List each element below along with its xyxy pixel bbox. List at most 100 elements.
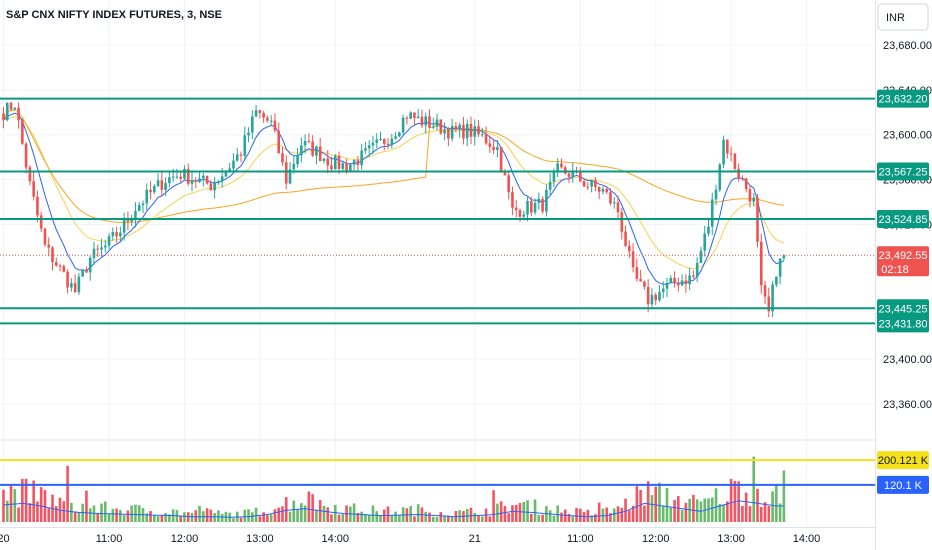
volume-bar — [616, 506, 620, 522]
candle-body — [47, 244, 51, 248]
volume-bar — [24, 478, 28, 522]
volume-bar — [409, 505, 412, 522]
volume-bar — [552, 515, 556, 522]
volume-bar — [284, 497, 288, 522]
candle-body — [416, 116, 420, 119]
candle-body — [469, 123, 473, 137]
volume-bar — [386, 506, 390, 522]
time-axis[interactable]: 20 11:00 12:00 13:00 14:00 21 11:00 12:00 13:00 1… — [0, 533, 932, 545]
candle-body — [518, 210, 522, 217]
candle-body — [205, 175, 209, 184]
candle-body — [217, 181, 220, 184]
volume-bar — [88, 508, 92, 522]
volume-bar — [586, 509, 590, 522]
volume-bar — [160, 515, 164, 522]
candle-body — [85, 270, 88, 273]
candle-body — [443, 129, 446, 134]
candle-body — [235, 154, 239, 161]
candle-body — [337, 155, 341, 169]
volume-bar — [567, 513, 571, 522]
volume-levels[interactable] — [0, 459, 875, 486]
candle-body — [92, 248, 96, 258]
candle-body — [631, 251, 635, 268]
volume-bar — [631, 505, 635, 522]
current-price-tag — [877, 246, 929, 277]
volume-level-tag — [877, 451, 929, 470]
candle-body — [209, 183, 213, 191]
volume-bar — [326, 507, 330, 522]
volume-bar — [262, 512, 265, 522]
candle-body — [292, 163, 296, 170]
candle-body — [371, 142, 375, 146]
volume-bar — [209, 509, 213, 522]
candle-body — [288, 169, 292, 184]
volume-bar — [36, 501, 39, 522]
candle-body — [81, 270, 84, 277]
currency-button[interactable]: INR — [877, 3, 929, 31]
volume-bar — [243, 509, 247, 522]
candle-body — [5, 102, 9, 121]
volume-bar — [541, 514, 544, 522]
volume-bar — [213, 512, 216, 522]
volume-bar — [190, 512, 194, 522]
ema-fast-line — [3, 112, 785, 285]
candle-body — [522, 214, 526, 217]
level-tag — [877, 209, 929, 228]
volume-bar — [288, 511, 292, 522]
volume-bar — [416, 504, 420, 522]
level-tags: 23,632.20 23,567.25 23,524.85 23,445.25 23,4… — [877, 89, 929, 333]
volume-bar — [435, 517, 439, 522]
candle-body — [156, 180, 160, 187]
volume-bar — [292, 500, 296, 522]
candle-body — [311, 141, 314, 156]
time-tick-label: 11:00 — [567, 533, 594, 545]
candle-body — [688, 275, 691, 285]
volume-bar — [66, 465, 69, 522]
candle-body — [447, 129, 450, 139]
volume-bar — [722, 504, 725, 522]
candle-body — [73, 283, 77, 293]
volume-bar — [439, 512, 443, 522]
candle-body — [650, 294, 654, 305]
candle-body — [119, 232, 122, 237]
volume-bar — [707, 498, 710, 522]
volume-bar — [744, 492, 748, 522]
volume-bar — [499, 501, 503, 522]
volume-bar — [756, 488, 759, 522]
candle-body — [424, 116, 428, 126]
candle-body — [130, 218, 133, 222]
volume-level-label: 200.121 K — [878, 455, 929, 467]
candle-body — [122, 219, 126, 233]
time-tick-label: 12:00 — [642, 533, 670, 545]
volume-bar — [492, 490, 495, 522]
volume-level-tags: 200.121 K 120.1 K — [877, 451, 929, 494]
volume-bar — [281, 506, 284, 522]
volume-bar — [303, 505, 307, 522]
candle-body — [413, 112, 416, 119]
candle-body — [571, 170, 575, 178]
candle-body — [66, 271, 69, 288]
volume-bar — [43, 490, 47, 522]
volume-bar — [100, 503, 103, 522]
volume-bar — [300, 503, 303, 522]
candle-body — [450, 125, 454, 139]
candle-body — [458, 124, 461, 130]
candle-body — [624, 231, 627, 246]
volume-bar — [729, 478, 733, 522]
volume-bar — [548, 510, 552, 522]
candle-body — [153, 186, 156, 193]
volume-bar — [164, 512, 167, 522]
candle-body — [548, 181, 552, 190]
volume-bar — [646, 481, 650, 522]
candle-body — [352, 160, 356, 165]
price-tick-label: 23,680.00 — [883, 40, 932, 52]
candle-body — [703, 233, 707, 251]
candle-body — [435, 119, 439, 127]
volume-bar — [443, 515, 446, 522]
horizontal-levels[interactable] — [0, 97, 875, 325]
candle-body — [767, 296, 771, 312]
volume-bar — [571, 516, 575, 522]
volume-level-tag — [877, 475, 929, 494]
candle-body — [326, 158, 330, 166]
